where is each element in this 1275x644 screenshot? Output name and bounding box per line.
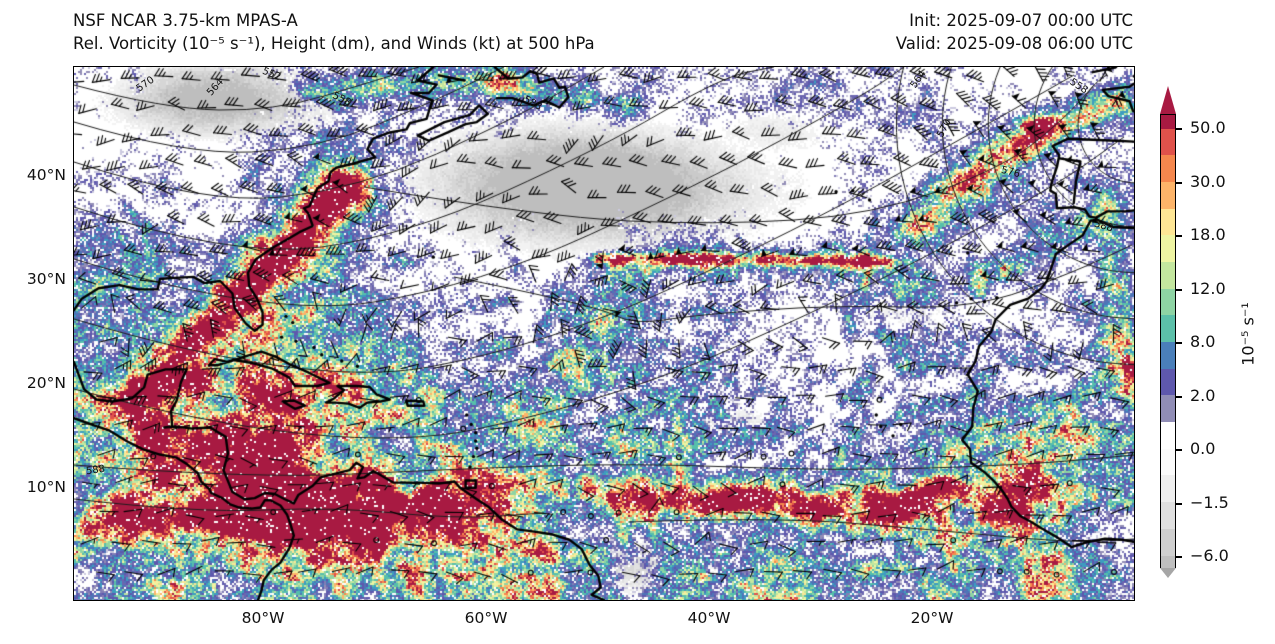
map-axes: 570 564 552 558 588 564 570 576 558 588 … — [73, 66, 1135, 601]
colorbar-segment — [1161, 395, 1175, 423]
x-axis-tick-80W: 80°W — [241, 609, 285, 627]
plot-subtitle: Rel. Vorticity (10⁻⁵ s⁻¹), Height (dm), … — [73, 34, 595, 53]
x-axis-tick-60W: 60°W — [464, 609, 508, 627]
colorbar-segment — [1161, 555, 1175, 569]
colorbar-segment — [1161, 528, 1175, 556]
colorbar-tick-mark — [1176, 181, 1182, 184]
colorbar-segment — [1161, 342, 1175, 369]
x-axis-tick-20W: 20°W — [910, 609, 954, 627]
colorbar-tick-mark — [1176, 395, 1182, 398]
colorbar-segment — [1161, 368, 1175, 396]
init-time: Init: 2025-09-07 00:00 UTC — [909, 11, 1133, 30]
colorbar-tick-mark — [1176, 449, 1182, 451]
y-axis-tick-10N: 10°N — [26, 478, 66, 496]
colorbar-tick-mark — [1176, 288, 1182, 291]
colorbar-segment — [1161, 422, 1175, 449]
colorbar-under-arrow — [1160, 568, 1176, 578]
colorbar-tick-label: 2.0 — [1190, 386, 1216, 405]
colorbar-unit-label: 10⁻⁵ s⁻¹ — [1238, 302, 1258, 366]
colorbar-segment — [1161, 261, 1175, 289]
y-axis-tick-40N: 40°N — [26, 166, 66, 184]
colorbar-segment — [1161, 155, 1175, 182]
colorbar-tick-label: 8.0 — [1190, 332, 1216, 351]
x-axis-tick-40W: 40°W — [687, 609, 731, 627]
valid-time: Valid: 2025-09-08 06:00 UTC — [895, 34, 1133, 53]
y-axis-tick-30N: 30°N — [26, 270, 66, 288]
colorbar-segment — [1161, 208, 1175, 236]
colorbar-tick-mark — [1176, 556, 1182, 558]
colorbar-segment — [1161, 181, 1175, 209]
colorbar-segment — [1161, 128, 1175, 156]
colorbar-tick-label: 0.0 — [1190, 439, 1216, 458]
colorbar — [1160, 86, 1182, 578]
colorbar-segment — [1161, 288, 1175, 316]
colorbar-tick-label: 50.0 — [1190, 118, 1226, 137]
colorbar-tick-mark — [1176, 235, 1182, 237]
colorbar-tick-label: −1.5 — [1190, 493, 1229, 512]
colorbar-segment — [1161, 475, 1175, 503]
colorbar-tick-mark — [1176, 128, 1182, 130]
colorbar-tick-label: 30.0 — [1190, 172, 1226, 191]
colorbar-segment — [1161, 448, 1175, 476]
colorbar-tick-mark — [1176, 502, 1182, 505]
colorbar-tick-label: 18.0 — [1190, 225, 1226, 244]
colorbar-body — [1160, 114, 1176, 569]
y-axis-tick-20N: 20°N — [26, 374, 66, 392]
colorbar-tick-label: −6.0 — [1190, 546, 1229, 565]
colorbar-segment — [1161, 235, 1175, 262]
colorbar-tick-label: 12.0 — [1190, 279, 1226, 298]
colorbar-tick-mark — [1176, 342, 1182, 344]
plot-title: NSF NCAR 3.75-km MPAS-A — [73, 11, 298, 30]
colorbar-over-arrow — [1160, 86, 1176, 114]
colorbar-segment — [1161, 115, 1175, 129]
colorbar-segment — [1161, 315, 1175, 342]
colorbar-segment — [1161, 502, 1175, 529]
map-canvas — [74, 67, 1134, 600]
